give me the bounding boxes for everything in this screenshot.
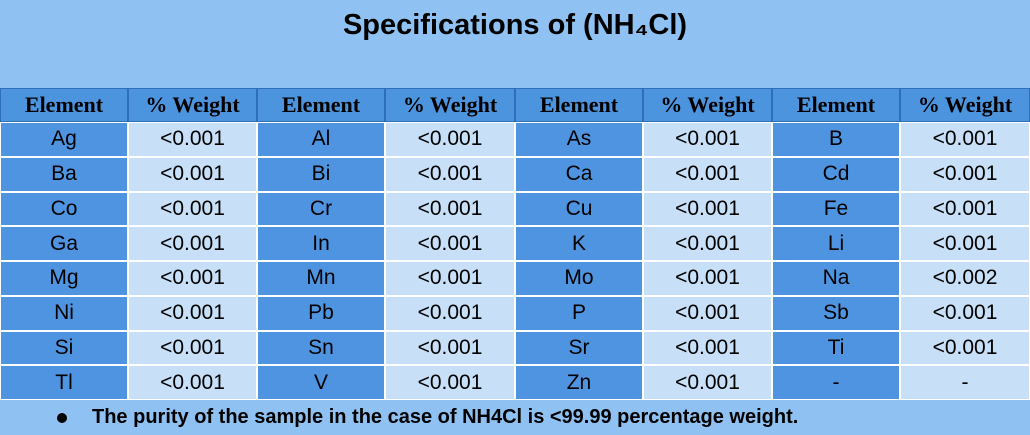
weight-cell: <0.001 [128,226,257,261]
element-cell: V [257,365,385,400]
weight-cell: <0.001 [128,330,257,366]
element-cell: Li [772,226,900,261]
element-cell: Mg [0,261,128,296]
header-cell: % Weight [128,88,257,122]
header-cell: Element [772,88,900,122]
element-cell: Pb [257,295,385,331]
element-cell: Ti [772,330,900,366]
weight-cell: <0.001 [385,191,515,227]
element-cell: K [515,226,643,261]
element-cell: Cu [515,191,643,227]
element-cell: Ni [0,295,128,331]
weight-cell: <0.001 [900,330,1030,366]
header-cell: % Weight [643,88,772,122]
weight-cell: <0.001 [128,365,257,400]
note: The purity of the sample in the case of … [92,406,799,428]
element-cell: Si [0,330,128,366]
header-cell: % Weight [900,88,1030,122]
element-cell: Mo [515,261,643,296]
weight-cell: <0.001 [643,122,772,157]
weight-cell: <0.001 [385,261,515,296]
element-cell: Na [772,261,900,296]
element-cell: Al [257,122,385,157]
weight-cell: <0.001 [385,295,515,331]
weight-cell: <0.001 [385,122,515,157]
element-cell: Ba [0,156,128,192]
element-cell: - [772,365,900,400]
header-cell: % Weight [385,88,515,122]
element-cell: Cr [257,191,385,227]
element-cell: Ag [0,122,128,157]
weight-cell: <0.001 [643,226,772,261]
element-cell: Sr [515,330,643,366]
header-cell: Element [257,88,385,122]
weight-cell: <0.001 [128,295,257,331]
bullet [57,413,67,423]
element-cell: P [515,295,643,331]
weight-cell: <0.001 [385,365,515,400]
weight-cell: <0.001 [128,122,257,157]
weight-cell: <0.001 [643,330,772,366]
weight-cell: <0.001 [643,295,772,331]
weight-cell: <0.001 [385,330,515,366]
weight-cell: <0.001 [900,191,1030,227]
note-row: The purity of the sample in the case of … [0,400,1030,435]
element-cell: Cd [772,156,900,192]
weight-cell: <0.001 [900,156,1030,192]
header-cell: Element [0,88,128,122]
header-cell: Element [515,88,643,122]
weight-cell: <0.001 [385,156,515,192]
weight-cell: <0.001 [128,261,257,296]
element-cell: Zn [515,365,643,400]
element-cell: Sn [257,330,385,366]
weight-cell: <0.001 [900,122,1030,157]
element-cell: Bi [257,156,385,192]
weight-cell: <0.001 [643,156,772,192]
weight-cell: <0.001 [643,261,772,296]
element-cell: In [257,226,385,261]
element-cell: As [515,122,643,157]
weight-cell: <0.001 [385,226,515,261]
weight-cell: <0.001 [900,226,1030,261]
weight-cell: <0.001 [643,365,772,400]
weight-cell: <0.001 [900,295,1030,331]
title: Specifications of (NH₄Cl) [0,0,1030,88]
weight-cell: <0.002 [900,261,1030,296]
element-cell: B [772,122,900,157]
weight-cell: <0.001 [643,191,772,227]
element-cell: Sb [772,295,900,331]
weight-cell: <0.001 [128,156,257,192]
spec-table: Element% Weight Element% Weight Element% W… [0,88,1030,400]
element-cell: Tl [0,365,128,400]
weight-cell: <0.001 [128,191,257,227]
element-cell: Co [0,191,128,227]
element-cell: Fe [772,191,900,227]
element-cell: Ca [515,156,643,192]
element-cell: Ga [0,226,128,261]
weight-cell: - [900,365,1030,400]
element-cell: Mn [257,261,385,296]
